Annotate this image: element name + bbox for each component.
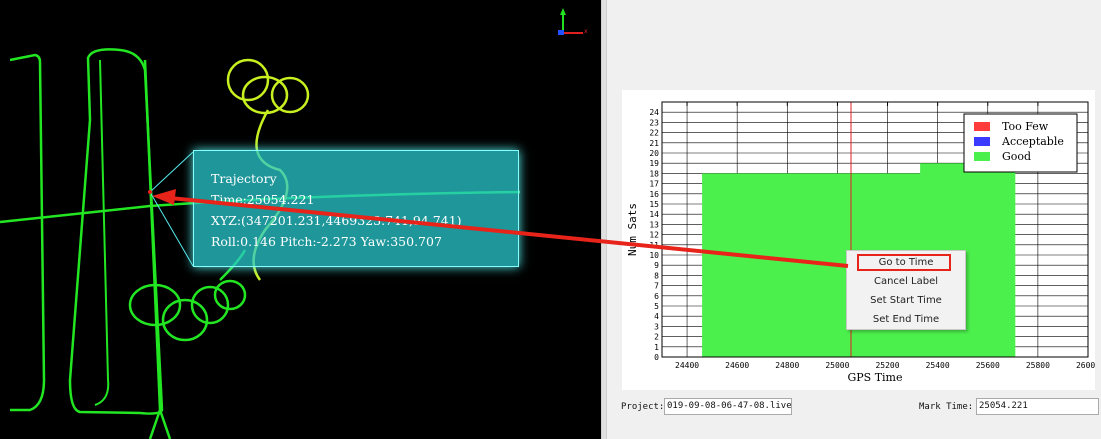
y-tick-label: 18	[649, 169, 659, 178]
x-tick-label: 25600	[976, 361, 1000, 370]
trajectory-tooltip: Trajectory Time:25054.221 XYZ:(347201.23…	[193, 150, 519, 267]
y-tick-label: 14	[649, 210, 659, 219]
legend-swatch	[974, 137, 990, 146]
menu-item-cancel-label[interactable]: Cancel Label	[873, 276, 939, 287]
y-tick-label: 21	[649, 139, 659, 148]
y-tick-label: 5	[654, 302, 659, 311]
y-tick-label: 22	[649, 129, 659, 138]
y-tick-label: 16	[649, 190, 659, 199]
legend-label: Acceptable	[1001, 135, 1064, 148]
legend-label: Good	[1002, 150, 1031, 163]
x-tick-label: 24600	[725, 361, 749, 370]
menu-item-go-to-time[interactable]: Go to Time	[878, 257, 934, 268]
tooltip-attitude: Roll:0.146 Pitch:-2.273 Yaw:350.707	[211, 234, 442, 249]
y-tick-label: 10	[649, 251, 659, 260]
legend-label: Too Few	[1002, 120, 1049, 133]
y-tick-label: 0	[654, 353, 659, 362]
axis-gizmo-label: x	[584, 28, 588, 35]
legend-swatch	[974, 152, 990, 161]
trajectory-3d-view[interactable]: x Trajectory Time:25054.221 X	[0, 0, 601, 439]
trajectory-path	[68, 48, 164, 415]
trajectory-path	[9, 53, 46, 412]
x-tick-label: 25200	[875, 361, 899, 370]
axis-gizmo-icon: x	[558, 8, 588, 35]
x-tick-label: 25800	[1026, 361, 1050, 370]
y-tick-label: 6	[654, 292, 659, 301]
y-tick-label: 4	[654, 312, 659, 321]
tooltip-xyz: XYZ:(347201.231,4469323.741,94.741)	[211, 213, 462, 228]
context-menu: Go to Time Cancel Label Set Start Time S…	[846, 250, 966, 330]
project-label: Project:	[621, 402, 665, 412]
x-tick-label: 24800	[775, 361, 799, 370]
x-tick-label: 26000	[1076, 361, 1095, 370]
y-tick-label: 7	[654, 282, 659, 291]
menu-highlight	[857, 254, 951, 271]
num-sats-chart-panel[interactable]: 0 1 2 3 4 5 6 7 8 9 10 11 12 13 14 15 16 17 18 19 20 21 22 23 24…	[622, 90, 1100, 390]
mark-time-field[interactable]: 25054.221	[976, 398, 1099, 415]
y-tick-label: 2	[654, 333, 659, 342]
y-tick-label: 13	[649, 220, 659, 229]
y-tick-label: 9	[654, 261, 659, 270]
mark-time-label: Mark Time:	[919, 402, 974, 412]
tooltip-title: Trajectory	[211, 171, 277, 186]
y-tick-label: 1	[654, 343, 659, 352]
legend-swatch	[974, 122, 990, 131]
tooltip-time: Time:25054.221	[211, 192, 315, 207]
y-tick-label: 11	[649, 241, 659, 250]
y-tick-label: 19	[649, 159, 659, 168]
trajectory-path	[94, 59, 110, 406]
x-tick-label: 25400	[926, 361, 950, 370]
menu-item-set-end-time[interactable]: Set End Time	[872, 314, 940, 325]
x-tick-label: 24400	[675, 361, 699, 370]
x-tick-label: 25000	[825, 361, 849, 370]
y-tick-label: 17	[649, 180, 659, 189]
y-tick-label: 20	[649, 149, 659, 158]
y-axis-label: Num Sats	[626, 203, 639, 256]
y-tick-label: 8	[654, 271, 659, 280]
y-tick-label: 3	[654, 322, 659, 331]
project-field[interactable]: 019-09-08-06-47-08.live	[664, 398, 792, 415]
num-sats-chart[interactable]: 0123456789101112131415161718192021222324…	[622, 90, 1100, 390]
y-tick-label: 15	[649, 200, 659, 209]
y-tick-label: 24	[649, 108, 659, 117]
x-axis-label: GPS Time	[847, 371, 902, 384]
y-tick-label: 12	[649, 231, 659, 240]
menu-item-set-start-time[interactable]: Set Start Time	[870, 295, 942, 306]
trajectory-path	[143, 59, 172, 439]
y-tick-label: 23	[649, 118, 659, 127]
